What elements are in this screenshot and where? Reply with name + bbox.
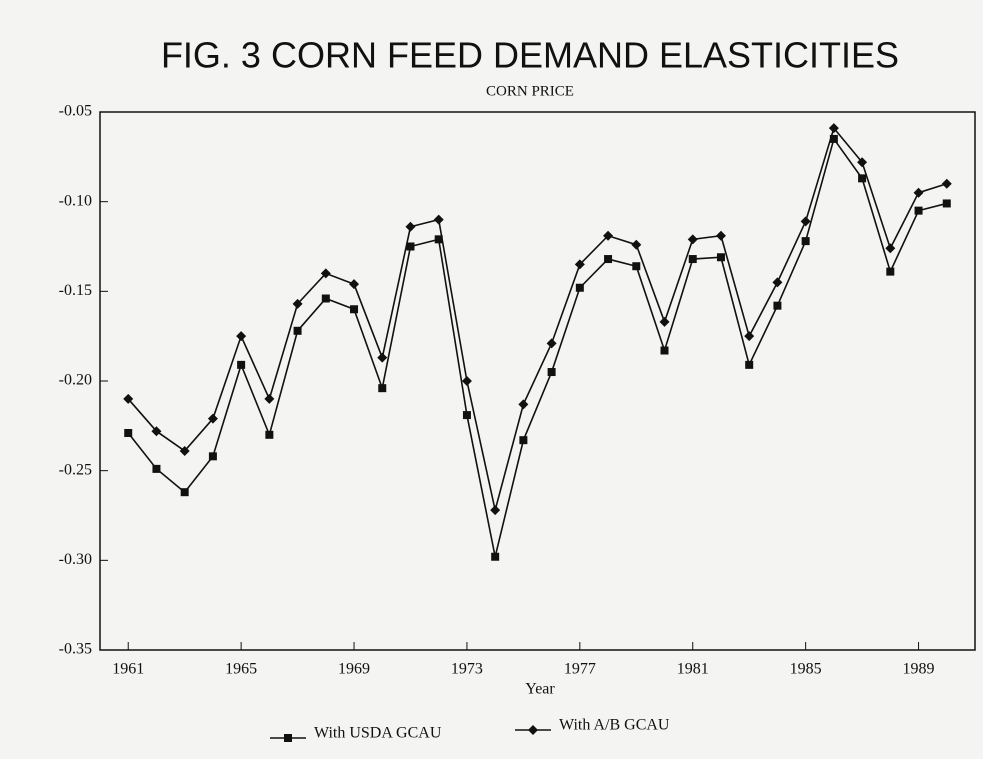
- data-point: [857, 157, 868, 168]
- data-point: [632, 262, 641, 271]
- data-point: [631, 239, 642, 250]
- data-point: [292, 298, 303, 309]
- data-point: [715, 230, 726, 241]
- legend-marker: [528, 725, 538, 735]
- data-point: [377, 352, 388, 363]
- data-point: [264, 393, 275, 404]
- x-tick-label: 1965: [225, 661, 257, 678]
- x-tick-label: 1981: [677, 661, 709, 678]
- data-point: [687, 234, 698, 245]
- data-point: [858, 174, 867, 183]
- data-point: [350, 305, 359, 314]
- data-point: [772, 277, 783, 288]
- data-point: [744, 331, 755, 342]
- data-point: [886, 267, 895, 276]
- data-point: [208, 452, 217, 461]
- data-point: [349, 279, 360, 290]
- data-point: [688, 255, 697, 264]
- data-point: [237, 360, 246, 369]
- data-point: [491, 552, 500, 561]
- data-point: [405, 221, 416, 232]
- data-point: [123, 393, 134, 404]
- chart-subtitle: CORN PRICE: [486, 83, 574, 99]
- data-point: [660, 346, 669, 355]
- x-tick-label: 1977: [564, 661, 596, 678]
- data-point: [490, 505, 501, 516]
- data-point: [378, 384, 387, 393]
- data-point: [828, 123, 839, 134]
- data-point: [518, 399, 529, 410]
- data-point: [575, 283, 584, 292]
- chart-title: FIG. 3 CORN FEED DEMAND ELASTICITIES: [161, 35, 899, 76]
- y-tick-label: -0.35: [59, 641, 92, 658]
- x-tick-label: 1973: [451, 661, 483, 678]
- data-point: [941, 178, 952, 189]
- data-point: [180, 488, 189, 497]
- x-tick-label: 1969: [338, 661, 370, 678]
- data-point: [574, 259, 585, 270]
- data-point: [745, 360, 754, 369]
- data-point: [800, 216, 811, 227]
- data-point: [406, 242, 415, 251]
- data-point: [942, 199, 951, 208]
- x-tick-label: 1985: [790, 661, 822, 678]
- data-point: [462, 411, 471, 420]
- data-point: [434, 235, 443, 244]
- data-point: [913, 187, 924, 198]
- data-point: [124, 429, 133, 438]
- y-tick-label: -0.30: [59, 551, 92, 568]
- data-point: [773, 301, 782, 310]
- data-point: [151, 426, 162, 437]
- data-point: [293, 326, 302, 335]
- series-line: [127, 126, 948, 511]
- data-point: [546, 338, 557, 349]
- legend-label: With USDA GCAU: [314, 725, 442, 742]
- data-point: [236, 331, 247, 342]
- data-point: [914, 206, 923, 215]
- data-point: [461, 376, 472, 386]
- data-point: [659, 316, 670, 327]
- series-line: [127, 137, 947, 557]
- data-point: [716, 253, 725, 262]
- y-tick-label: -0.10: [59, 192, 92, 209]
- data-point: [433, 214, 444, 225]
- data-point: [207, 413, 218, 424]
- y-tick-label: -0.15: [59, 282, 92, 299]
- y-tick-label: -0.25: [59, 461, 92, 478]
- y-tick-label: -0.20: [59, 372, 92, 389]
- data-point: [321, 294, 330, 303]
- data-point: [519, 436, 528, 445]
- data-point: [179, 445, 190, 456]
- x-axis-label: Year: [525, 681, 555, 698]
- data-point: [603, 230, 614, 241]
- data-point: [547, 368, 556, 377]
- legend-marker: [284, 734, 292, 742]
- data-point: [320, 268, 331, 279]
- legend-label: With A/B GCAU: [559, 717, 670, 734]
- x-tick-label: 1989: [903, 661, 935, 678]
- data-point: [152, 464, 161, 473]
- data-point: [265, 430, 274, 439]
- data-point: [885, 243, 896, 254]
- x-tick-label: 1961: [112, 661, 144, 678]
- y-tick-label: -0.05: [59, 103, 92, 120]
- data-point: [801, 237, 810, 246]
- data-point: [604, 255, 613, 264]
- data-point: [829, 134, 838, 143]
- plot-frame: [99, 111, 976, 651]
